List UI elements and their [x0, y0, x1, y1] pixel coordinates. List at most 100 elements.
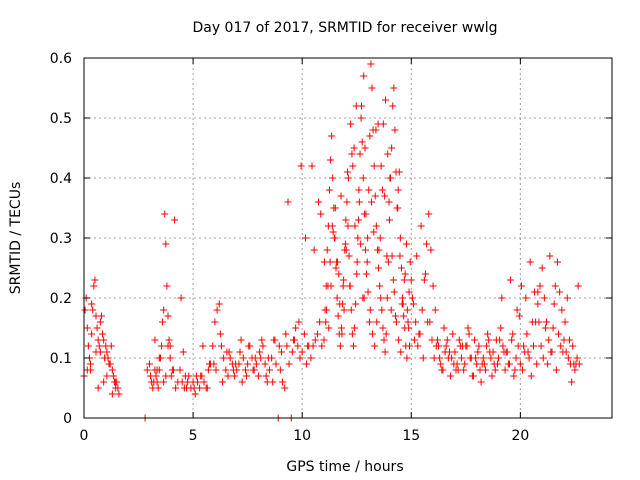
- data-point: [440, 324, 448, 332]
- data-point: [325, 186, 333, 194]
- data-point: [367, 60, 375, 68]
- data-point: [237, 336, 245, 344]
- data-point: [184, 378, 192, 386]
- data-point: [151, 336, 159, 344]
- data-point: [524, 348, 532, 356]
- data-point: [347, 306, 355, 314]
- data-point: [177, 294, 185, 302]
- data-point: [323, 246, 331, 254]
- data-point: [484, 330, 492, 338]
- data-point: [423, 240, 431, 248]
- data-point: [391, 126, 399, 134]
- data-point: [454, 366, 462, 374]
- data-point: [285, 360, 293, 368]
- data-point: [262, 372, 270, 380]
- data-point: [432, 342, 440, 350]
- data-point: [408, 294, 416, 302]
- data-point: [469, 372, 477, 380]
- data-point: [372, 222, 380, 230]
- data-point: [88, 330, 96, 338]
- data-point: [443, 336, 451, 344]
- data-point: [297, 162, 305, 170]
- data-point: [405, 288, 413, 296]
- data-point: [508, 336, 516, 344]
- data-point: [480, 360, 488, 368]
- data-point: [475, 342, 483, 350]
- data-point: [389, 102, 397, 110]
- data-point: [511, 366, 519, 374]
- data-point: [87, 360, 95, 368]
- data-point: [378, 306, 386, 314]
- data-point: [504, 360, 512, 368]
- data-point: [380, 336, 388, 344]
- data-point: [379, 324, 387, 332]
- data-point: [394, 186, 402, 194]
- data-point: [497, 324, 505, 332]
- data-point: [222, 366, 230, 374]
- data-point: [341, 240, 349, 248]
- y-tick-label: 0.6: [50, 51, 72, 67]
- data-point: [485, 336, 493, 344]
- data-point: [108, 390, 116, 398]
- data-point: [154, 384, 162, 392]
- data-point: [385, 216, 393, 224]
- data-point: [179, 348, 187, 356]
- data-point: [428, 336, 436, 344]
- data-point: [431, 306, 439, 314]
- data-point: [108, 366, 116, 374]
- data-point: [100, 336, 108, 344]
- data-point: [520, 342, 528, 350]
- data-point: [360, 72, 368, 80]
- data-point: [385, 198, 393, 206]
- data-point: [392, 312, 400, 320]
- data-point: [519, 366, 527, 374]
- data-point: [336, 300, 344, 308]
- data-point: [455, 336, 463, 344]
- data-point: [534, 300, 542, 308]
- data-point: [97, 312, 105, 320]
- data-point: [317, 210, 325, 218]
- data-point: [374, 120, 382, 128]
- data-point: [507, 276, 515, 284]
- x-tick-label: 5: [189, 428, 198, 444]
- chart-title: Day 017 of 2017, SRMTID for receiver wwl…: [192, 20, 497, 36]
- data-point: [283, 342, 291, 350]
- y-tick-label: 0.3: [50, 231, 72, 247]
- data-point: [344, 168, 352, 176]
- data-point: [204, 366, 212, 374]
- data-point: [160, 378, 168, 386]
- data-point: [352, 102, 360, 110]
- data-point: [217, 342, 225, 350]
- data-point: [517, 282, 525, 290]
- data-point: [533, 360, 541, 368]
- data-point: [365, 186, 373, 194]
- data-point: [205, 360, 213, 368]
- data-point: [557, 342, 565, 350]
- data-point: [161, 210, 169, 218]
- data-point: [430, 354, 438, 362]
- data-point: [329, 174, 337, 182]
- data-point: [112, 378, 120, 386]
- data-point: [211, 318, 219, 326]
- y-tick-label: 0.4: [50, 171, 72, 187]
- data-point: [381, 348, 389, 356]
- data-point: [296, 354, 304, 362]
- data-point: [329, 228, 337, 236]
- data-point: [168, 366, 176, 374]
- data-point: [467, 354, 475, 362]
- data-point: [238, 378, 246, 386]
- data-point: [330, 234, 338, 242]
- data-point: [209, 342, 217, 350]
- data-point: [382, 96, 390, 104]
- data-point: [93, 324, 101, 332]
- data-point: [176, 366, 184, 374]
- data-point: [259, 342, 267, 350]
- data-point: [342, 216, 350, 224]
- data-point: [282, 330, 290, 338]
- data-point: [548, 348, 556, 356]
- data-point: [527, 372, 535, 380]
- data-point: [334, 312, 342, 320]
- data-point: [376, 282, 384, 290]
- data-point: [525, 354, 533, 362]
- data-point: [300, 330, 308, 338]
